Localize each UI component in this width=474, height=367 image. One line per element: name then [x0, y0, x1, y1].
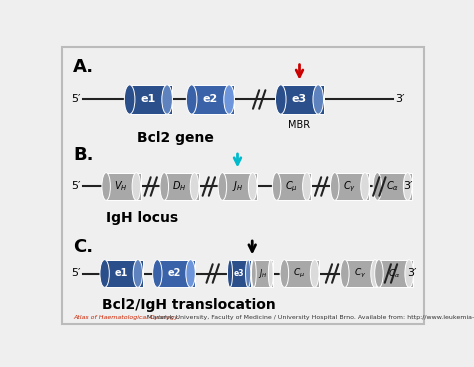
Text: 5′: 5′ [72, 269, 81, 279]
Text: $J_H$: $J_H$ [232, 179, 243, 193]
Bar [379, 259, 413, 287]
Ellipse shape [162, 85, 173, 114]
Ellipse shape [374, 259, 383, 287]
Text: e1: e1 [115, 269, 128, 279]
Ellipse shape [190, 172, 199, 200]
Ellipse shape [186, 259, 195, 287]
Bar [164, 172, 199, 200]
Bar [222, 172, 257, 200]
Ellipse shape [405, 259, 413, 287]
Text: e3: e3 [292, 94, 307, 105]
Ellipse shape [403, 172, 412, 200]
Ellipse shape [341, 259, 349, 287]
Text: $C_\mu$: $C_\mu$ [285, 179, 298, 194]
Text: e2: e2 [167, 269, 181, 279]
Ellipse shape [373, 172, 382, 200]
Ellipse shape [273, 172, 281, 200]
Bar [281, 85, 324, 114]
Text: e1: e1 [141, 94, 156, 105]
Ellipse shape [228, 259, 233, 287]
Text: C.: C. [73, 238, 93, 256]
Ellipse shape [330, 172, 339, 200]
Bar [191, 85, 235, 114]
Bar [277, 172, 311, 200]
Ellipse shape [133, 259, 143, 287]
Ellipse shape [246, 259, 251, 287]
Ellipse shape [302, 172, 311, 200]
Ellipse shape [275, 85, 286, 114]
Ellipse shape [100, 259, 109, 287]
Text: e3: e3 [234, 269, 244, 278]
Ellipse shape [310, 259, 319, 287]
Ellipse shape [224, 85, 235, 114]
Ellipse shape [361, 172, 369, 200]
Ellipse shape [160, 172, 169, 200]
Text: $C_\gamma$: $C_\gamma$ [343, 179, 356, 194]
Text: 3′: 3′ [403, 182, 413, 192]
Text: 3′: 3′ [396, 94, 405, 105]
Ellipse shape [251, 259, 256, 287]
Ellipse shape [268, 259, 273, 287]
Ellipse shape [132, 172, 141, 200]
Text: Bcl2 gene: Bcl2 gene [137, 131, 214, 145]
Bar [129, 85, 173, 114]
Ellipse shape [280, 259, 289, 287]
Bar [284, 259, 319, 287]
Text: e2: e2 [203, 94, 218, 105]
Text: $C_\alpha$: $C_\alpha$ [386, 179, 399, 193]
Ellipse shape [153, 259, 162, 287]
Text: $C_\alpha$: $C_\alpha$ [388, 267, 400, 280]
Text: B.: B. [73, 146, 94, 164]
Bar [335, 172, 369, 200]
Text: IgH locus: IgH locus [106, 211, 178, 225]
Text: A.: A. [73, 58, 94, 76]
Bar [105, 259, 143, 287]
Text: Atlas of Haematological Cytology.: Atlas of Haematological Cytology. [73, 315, 180, 320]
Text: 3′: 3′ [407, 269, 417, 279]
Bar [254, 259, 273, 287]
Text: MBR: MBR [289, 120, 310, 130]
Text: $D_H$: $D_H$ [172, 179, 187, 193]
Text: 5′: 5′ [72, 94, 81, 105]
Ellipse shape [371, 259, 379, 287]
Text: $C_\mu$: $C_\mu$ [293, 267, 306, 280]
Bar [157, 259, 195, 287]
Ellipse shape [186, 85, 197, 114]
Bar [345, 259, 379, 287]
Bar [230, 259, 251, 287]
Ellipse shape [124, 85, 135, 114]
Ellipse shape [313, 85, 324, 114]
Bar [377, 172, 412, 200]
Text: Masaryk University, Faculty of Medicine / University Hospital Brno. Available fr: Masaryk University, Faculty of Medicine … [145, 315, 474, 320]
Ellipse shape [102, 172, 110, 200]
Ellipse shape [218, 172, 227, 200]
Ellipse shape [248, 172, 257, 200]
Text: $J_H$: $J_H$ [257, 267, 267, 280]
Text: $V_H$: $V_H$ [114, 179, 128, 193]
Bar [106, 172, 141, 200]
Text: 5′: 5′ [72, 182, 81, 192]
Text: $C_\gamma$: $C_\gamma$ [354, 267, 366, 280]
Text: Bcl2/IgH translocation: Bcl2/IgH translocation [102, 298, 275, 312]
